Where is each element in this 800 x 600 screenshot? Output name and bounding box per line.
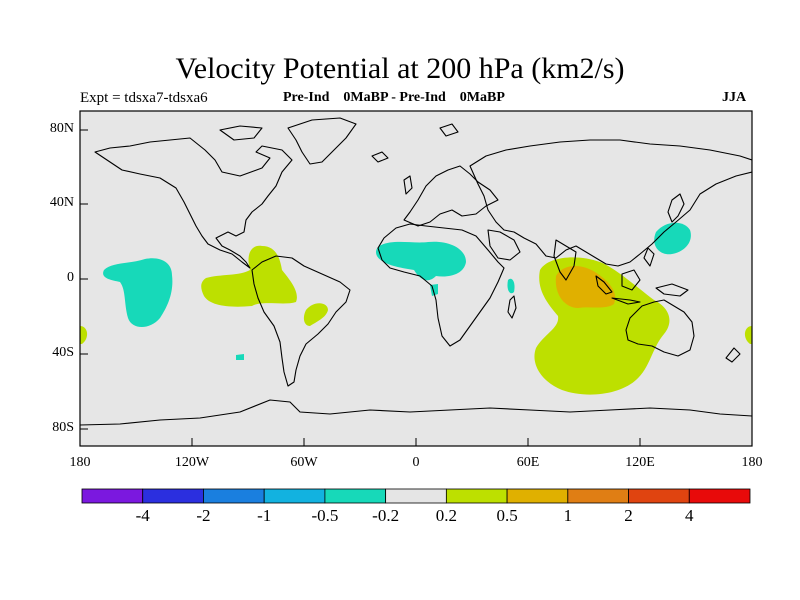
colorbar-swatch (324, 488, 387, 504)
colorbar-swatch (445, 488, 508, 504)
colorbar-label: 4 (685, 506, 694, 525)
colorbar-label: 0.2 (435, 506, 457, 525)
central-pacific-negative-region (103, 258, 173, 327)
colorbar-swatch (506, 488, 569, 504)
eastern-pacific-positive-region (201, 245, 297, 307)
colorbar-swatch (142, 488, 204, 504)
java-coast (611, 297, 641, 305)
colorbar-label: -0.2 (372, 506, 400, 525)
new-zealand-coast (725, 347, 741, 363)
lon-label-60e: 60E (516, 455, 540, 470)
lat-label-80n: 80N (49, 121, 74, 136)
season-label: JJA (722, 90, 747, 105)
arabia-coast (487, 229, 521, 261)
west-africa-negative-region (376, 241, 466, 281)
lat-label-0: 0 (67, 270, 74, 285)
negative-anomaly-regions (103, 222, 691, 360)
colorbar (81, 488, 751, 504)
colorbar-swatch (628, 488, 690, 504)
sumatra-coast (595, 275, 613, 295)
colorbar-swatch (567, 488, 629, 504)
strong-positive-region (555, 265, 616, 308)
colorbar-swatch (263, 488, 326, 504)
lon-label-180e: 180 (741, 455, 763, 470)
antarctica-coast (80, 399, 752, 426)
japan-coast (667, 193, 685, 223)
east-dateline-positive-region (744, 326, 752, 344)
lon-label-120e: 120E (625, 455, 655, 470)
comparison-label: Pre-Ind 0MaBP - Pre-Ind 0MaBP (283, 90, 505, 105)
greenland-coast (287, 117, 357, 165)
colorbar-swatch (81, 488, 144, 504)
west-dateline-positive-region (80, 326, 88, 344)
lon-label-60w: 60W (290, 455, 318, 470)
svalbard-coast (439, 123, 459, 137)
colorbar-swatch (203, 488, 265, 504)
experiment-label: Expt = tdsxa7-tdsxa6 (80, 90, 208, 106)
lat-label-80s: 80S (52, 420, 74, 435)
colorbar-swatch (385, 488, 447, 504)
south-america-positive-region (303, 303, 328, 326)
lon-label-120w: 120W (174, 455, 210, 470)
map-background (80, 111, 752, 446)
north-america-coast (94, 137, 293, 269)
colorbar-label: 1 (563, 506, 573, 525)
colorbar-label: -1 (257, 506, 272, 525)
colorbar-label: 0.5 (496, 506, 518, 525)
india-coast (553, 239, 577, 281)
indian-ocean-small-negative-region (507, 278, 515, 294)
australia-coast (625, 299, 695, 357)
lon-label-0: 0 (412, 455, 420, 470)
lat-label-40s: 40S (52, 345, 74, 360)
colorbar-label: -0.5 (311, 506, 339, 525)
arctic-islands-coast (219, 125, 263, 141)
new-guinea-coast (655, 283, 689, 297)
africa-coast (377, 223, 505, 347)
asia-coast (469, 139, 752, 267)
lon-label-180w: 180 (69, 455, 91, 470)
europe-coast (403, 165, 499, 227)
axis-ticks (80, 129, 641, 446)
madagascar-coast (507, 295, 517, 319)
colorbar-label: -2 (196, 506, 211, 525)
colorbar-swatch (688, 488, 751, 504)
south-america-coast (251, 255, 351, 387)
uk-coast (403, 175, 413, 195)
iceland-coast (371, 151, 389, 163)
colorbar-label: -4 (135, 506, 150, 525)
coastlines (80, 117, 752, 426)
colorbar-label: 2 (624, 506, 633, 525)
plot-title: Velocity Potential at 200 hPa (km2/s) (175, 52, 625, 85)
west-pacific-negative-region (654, 222, 691, 255)
philippines-coast (643, 247, 655, 267)
south-pacific-small-negative-region (236, 354, 244, 360)
lat-label-40n: 40N (49, 195, 74, 210)
borneo-coast (621, 269, 641, 291)
